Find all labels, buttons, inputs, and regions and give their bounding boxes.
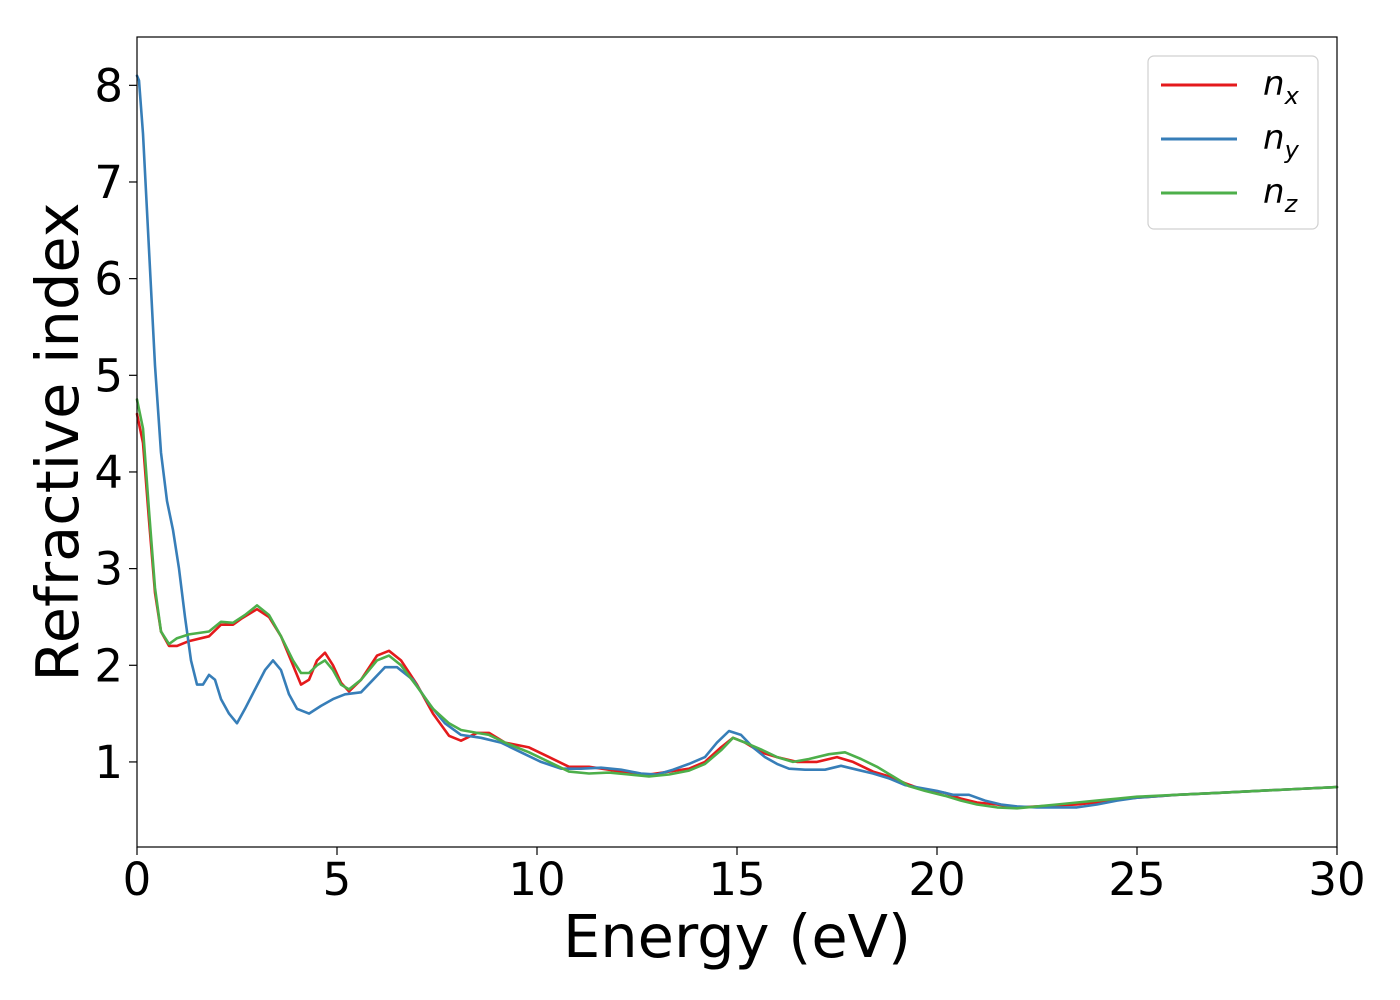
x-axis-label: Energy (eV) <box>563 902 911 971</box>
x-axis-ticks: 0 5 10 15 20 25 30 <box>123 847 1366 906</box>
y-tick-label: 1 <box>94 736 123 789</box>
legend-label-base: n <box>1263 64 1285 104</box>
series-line-z <box>135 398 1339 810</box>
y-tick-label: 6 <box>94 253 123 306</box>
y-tick-label: 7 <box>94 156 123 209</box>
legend-label-subscript: z <box>1284 190 1299 218</box>
legend-label-subscript: y <box>1284 136 1300 164</box>
series-line-y <box>135 74 1339 809</box>
y-tick-label: 3 <box>94 543 123 596</box>
y-axis-ticks: 1 2 3 4 5 6 7 8 <box>94 59 137 789</box>
legend-label-subscript: x <box>1284 82 1300 110</box>
x-tick-label: 5 <box>323 853 352 906</box>
x-tick-label: 25 <box>1108 853 1165 906</box>
y-tick-label: 4 <box>94 446 123 499</box>
legend-box <box>1147 55 1319 230</box>
y-axis-label: Refractive index <box>23 202 92 681</box>
y-tick-label: 2 <box>94 639 123 692</box>
x-tick-label: 20 <box>908 853 965 906</box>
x-tick-label: 10 <box>508 853 565 906</box>
legend-label-x: nx <box>1263 64 1300 110</box>
y-tick-label: 5 <box>94 349 123 402</box>
x-tick-label: 0 <box>123 853 152 906</box>
legend-label-base: n <box>1263 172 1285 212</box>
y-tick-label: 8 <box>94 59 123 112</box>
legend-label-y: ny <box>1263 118 1300 164</box>
legend-label-base: n <box>1263 118 1285 158</box>
series-layer <box>135 74 1339 810</box>
x-tick-label: 30 <box>1308 853 1365 906</box>
legend-label-z: nz <box>1263 172 1299 218</box>
x-tick-label: 15 <box>708 853 765 906</box>
